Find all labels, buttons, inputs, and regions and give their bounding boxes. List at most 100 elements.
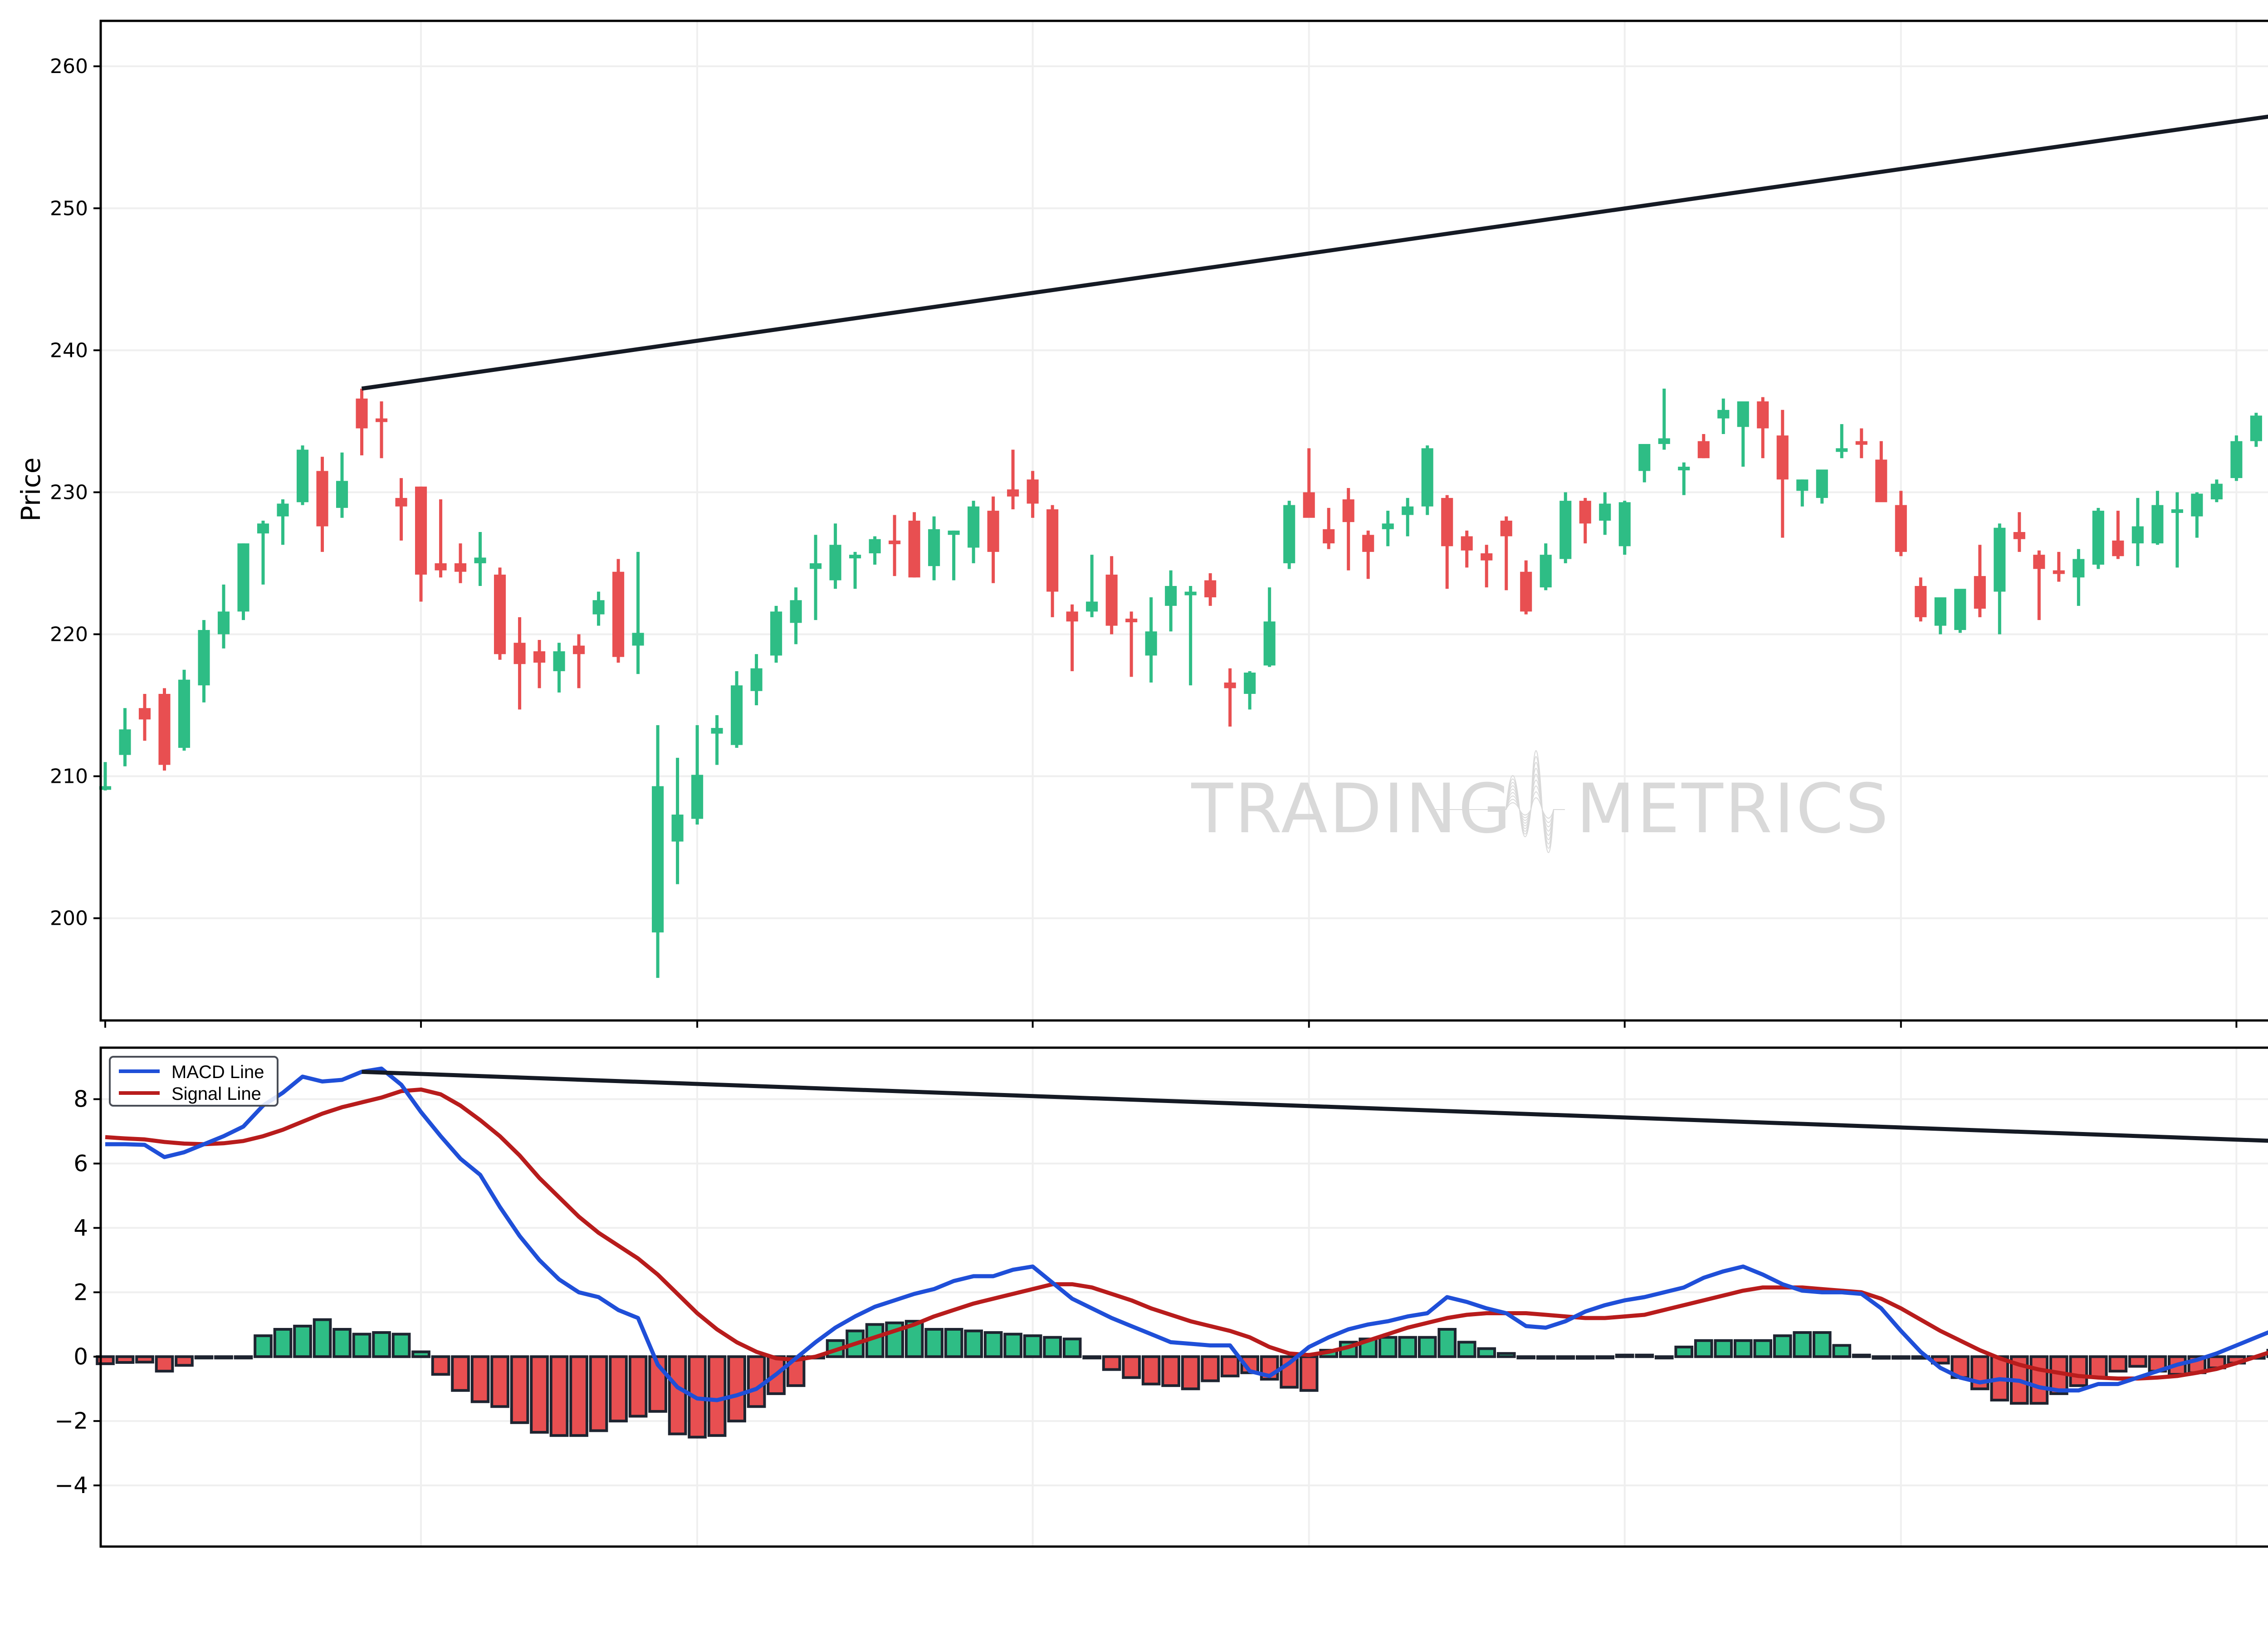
candle-body: [277, 503, 288, 516]
candle-body: [612, 572, 624, 657]
y-tick-label: 260: [50, 55, 88, 78]
candle-body: [1777, 435, 1789, 479]
histogram-bar: [1044, 1337, 1061, 1357]
candle-body: [1954, 589, 1966, 630]
candle-body: [1106, 575, 1118, 626]
watermark-text-right: METRICS: [1576, 770, 1890, 849]
candle-body: [1856, 441, 1867, 445]
histogram-bar: [1735, 1341, 1751, 1357]
histogram-bar: [571, 1357, 587, 1435]
candle-body: [830, 545, 841, 580]
histogram-bar: [1498, 1353, 1515, 1357]
y-tick-label: 0: [73, 1343, 88, 1370]
histogram-bar: [1183, 1357, 1199, 1389]
histogram-bar: [255, 1336, 271, 1357]
histogram-bar: [2071, 1357, 2087, 1386]
candle: [1283, 501, 1295, 569]
candle-body: [1402, 507, 1413, 515]
candle-body: [751, 669, 763, 691]
candle: [494, 567, 506, 659]
histogram-bar: [275, 1329, 291, 1357]
candle-body: [672, 815, 684, 841]
candle-body: [1481, 553, 1492, 561]
histogram-bar: [1518, 1357, 1534, 1358]
candle-body: [1658, 438, 1670, 444]
histogram-bar: [591, 1357, 607, 1430]
histogram-bar: [1202, 1357, 1218, 1381]
candle-body: [948, 531, 960, 535]
histogram-bar: [728, 1357, 745, 1421]
candle-body: [849, 555, 861, 558]
candle-body: [889, 541, 900, 544]
histogram-bar: [1676, 1347, 1692, 1357]
histogram-bar: [1696, 1341, 1712, 1357]
candle-body: [1066, 611, 1078, 621]
candle-body: [1185, 592, 1197, 595]
candle-body: [2132, 527, 2144, 544]
candle-body: [119, 729, 131, 755]
candle-body: [316, 471, 328, 526]
candle-body: [1737, 401, 1749, 427]
histogram-bar: [2090, 1357, 2107, 1377]
histogram-bar: [531, 1357, 547, 1432]
histogram-bar: [748, 1357, 765, 1406]
candle-body: [869, 539, 881, 553]
candle-body: [770, 611, 782, 655]
macd-plot-frame: [101, 1048, 2268, 1547]
candle: [1559, 492, 1571, 563]
histogram-bar: [1577, 1357, 1593, 1358]
candle-body: [1638, 444, 1650, 471]
histogram-bar: [1439, 1329, 1455, 1357]
candle-body: [198, 630, 210, 685]
candle-body: [356, 399, 367, 429]
histogram-bar: [1084, 1357, 1100, 1358]
histogram-bar: [1104, 1357, 1120, 1369]
candle-body: [218, 611, 230, 634]
candle-body: [494, 575, 506, 654]
candle-body: [2171, 509, 2183, 513]
candle-body: [2112, 541, 2124, 556]
candle-body: [1086, 601, 1098, 611]
candle-body: [2014, 532, 2025, 539]
histogram-bar: [1143, 1357, 1159, 1384]
candle-body: [139, 708, 151, 719]
candle-body: [1303, 492, 1315, 517]
candle-body: [1283, 505, 1295, 563]
candle-body: [1027, 479, 1039, 503]
candle: [2092, 508, 2104, 569]
histogram-bar: [610, 1357, 626, 1421]
histogram-bar: [452, 1357, 469, 1391]
price-y-axis-label: Price: [15, 458, 46, 522]
candle-body: [257, 523, 269, 533]
legend-label-macd: MACD Line: [171, 1062, 264, 1082]
candle-body: [2191, 494, 2203, 517]
macd-divergence-trendline: [362, 1072, 2268, 1154]
candle-body: [1915, 586, 1926, 617]
candle-body: [1895, 505, 1907, 552]
histogram-bar: [1163, 1357, 1179, 1386]
histogram-bar: [1636, 1355, 1652, 1357]
candle-body: [2211, 484, 2223, 499]
candle-body: [1678, 467, 1690, 470]
candle-body: [1323, 529, 1334, 543]
candle: [1422, 445, 1433, 515]
histogram-bar: [433, 1357, 449, 1374]
y-tick-label: 6: [73, 1150, 88, 1176]
candle-body: [435, 563, 447, 571]
histogram-bar: [156, 1357, 173, 1371]
candle-body: [1145, 631, 1157, 655]
histogram-bar: [2110, 1357, 2126, 1371]
candle-body: [731, 685, 743, 745]
histogram-bar: [334, 1329, 350, 1357]
candle-body: [1540, 555, 1552, 587]
histogram-bar: [985, 1332, 1002, 1357]
histogram-bar: [1478, 1349, 1495, 1357]
histogram-bar: [137, 1357, 153, 1362]
candle-body: [1343, 499, 1354, 522]
candle-body: [2092, 511, 2104, 565]
